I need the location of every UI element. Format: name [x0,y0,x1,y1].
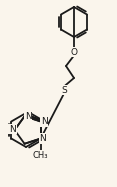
Text: O: O [71,47,77,56]
Text: N: N [25,112,31,121]
Text: S: S [61,85,67,94]
Text: CH₃: CH₃ [33,151,48,160]
Text: N: N [41,117,48,126]
Text: N: N [39,134,46,143]
Text: N: N [9,125,16,134]
